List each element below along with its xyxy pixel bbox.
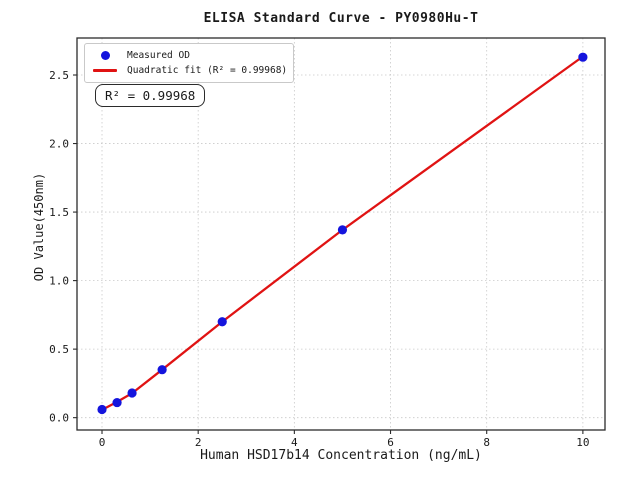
legend-marker-cell [91, 69, 119, 72]
legend-item-quadratic-fit: Quadratic fit (R² = 0.99968) [91, 63, 287, 78]
y-tick-label: 2.5 [49, 69, 69, 82]
x-tick-label: 10 [576, 436, 589, 449]
data-point [97, 404, 107, 415]
data-point [578, 52, 588, 62]
y-tick-label: 2.0 [49, 138, 69, 151]
y-tick-label: 1.5 [49, 206, 69, 219]
measured-od-marker-icon [100, 51, 110, 60]
x-tick-label: 6 [387, 436, 394, 449]
r-squared-annotation: R² = 0.99968 [95, 84, 206, 107]
data-point [217, 317, 227, 327]
x-tick-label: 2 [195, 436, 202, 449]
x-tick-label: 4 [291, 436, 298, 449]
plot-frame [76, 37, 606, 431]
data-point [157, 365, 167, 375]
data-point [337, 225, 348, 235]
y-tick-label: 0.5 [49, 343, 69, 356]
y-tick-label: 0.0 [49, 412, 69, 425]
legend-item-measured-od: Measured OD [91, 48, 287, 63]
legend-marker-cell [91, 51, 119, 60]
chart-title: ELISA Standard Curve - PY0980Hu-T [203, 11, 479, 26]
x-axis-label: Human HSD17b14 Concentration (ng/mL) [200, 448, 482, 463]
y-tick-label: 1.0 [49, 275, 69, 288]
legend-label-measured-od: Measured OD [127, 50, 190, 61]
legend: Measured OD Quadratic fit (R² = 0.99968) [84, 43, 295, 83]
x-tick-label: 8 [483, 436, 490, 449]
legend-label-quadratic-fit: Quadratic fit (R² = 0.99968) [127, 65, 288, 76]
fit-line-marker-icon [93, 69, 117, 72]
x-tick-label: 0 [99, 436, 106, 449]
y-axis-label: OD Value(450nm) [32, 172, 46, 282]
data-point [112, 397, 122, 408]
data-point [127, 388, 137, 398]
